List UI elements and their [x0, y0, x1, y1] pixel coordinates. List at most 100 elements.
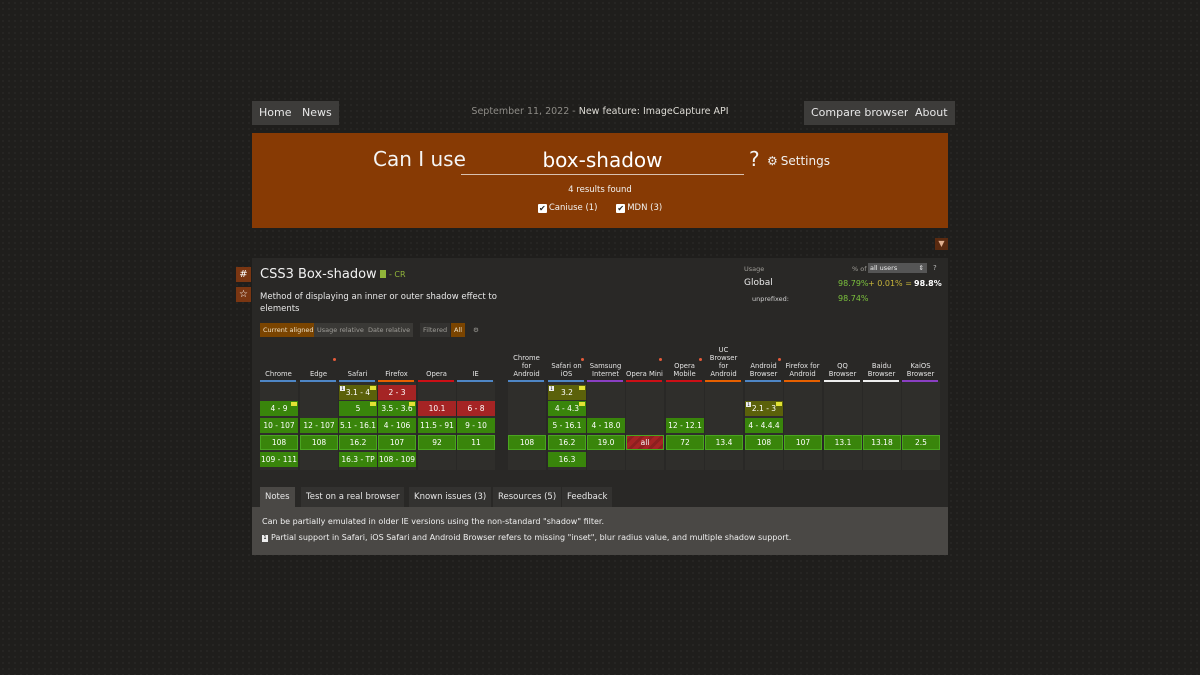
feature-description: Method of displaying an inner or outer s… [260, 292, 497, 314]
version-cell[interactable]: 107 [378, 435, 416, 450]
settings-button[interactable]: ⚙ Settings [767, 154, 830, 168]
notes-panel: Can be partially emulated in older IE ve… [252, 507, 948, 555]
caniuse-checkbox[interactable]: ✔ Caniuse (1) [537, 203, 598, 213]
version-cell[interactable]: 6 - 8 [457, 401, 495, 416]
version-cell[interactable]: 3.2 1 [548, 385, 586, 400]
version-cell[interactable]: 4 - 18.0 [587, 418, 625, 433]
version-cell[interactable]: 9 - 10 [457, 418, 495, 433]
version-cell[interactable]: 11 [457, 435, 495, 450]
version-label: 4 - 18.0 [591, 421, 621, 430]
version-cell[interactable]: 13.1 [824, 435, 862, 450]
browser-color-bar [666, 380, 702, 382]
users-select-value: all users [870, 264, 898, 272]
version-label: 13.4 [715, 438, 733, 447]
version-label: 16.2 [558, 438, 576, 447]
browser-column-bg [902, 381, 940, 470]
version-cell[interactable]: 10.1 [418, 401, 456, 416]
version-cell[interactable]: 12 - 12.1 [666, 418, 704, 433]
global-equals: = [905, 279, 912, 288]
browser-color-bar [824, 380, 860, 382]
version-cell[interactable]: 13.18 [863, 435, 901, 450]
version-label: 16.3 - TP [341, 455, 375, 464]
version-cell[interactable]: 16.3 - TP [339, 452, 377, 467]
permalink-hash-icon[interactable]: # [236, 267, 251, 282]
tab-feedback[interactable]: Feedback [562, 487, 613, 507]
version-cell[interactable]: 3.5 - 3.6 [378, 401, 416, 416]
version-label: 107 [389, 438, 405, 447]
version-cell[interactable]: 2.5 [902, 435, 940, 450]
version-cell[interactable]: 108 [300, 435, 338, 450]
prefix-marker-icon [579, 402, 585, 406]
unprefixed-value: 98.74% [838, 294, 869, 303]
announcement-link[interactable]: New feature: ImageCapture API [578, 106, 729, 117]
gear-icon[interactable]: ⚙ [473, 326, 479, 334]
version-cell[interactable]: 5 - 16.1 [548, 418, 586, 433]
version-cell[interactable]: 4 - 106 [378, 418, 416, 433]
version-cell[interactable]: 19.0 [587, 435, 625, 450]
version-cell[interactable]: 92 [418, 435, 456, 450]
version-cell[interactable]: 108 - 109 [378, 452, 416, 467]
version-cell[interactable]: 108 [260, 435, 298, 450]
about-link[interactable]: About [908, 101, 955, 125]
browser-header-firefox-for-android: Firefox for Android [785, 362, 820, 378]
feature-title[interactable]: CSS3 Box-shadow [260, 267, 377, 282]
tab-test-real-browser[interactable]: Test on a real browser [301, 487, 405, 507]
compare-browsers-link[interactable]: Compare browsers [804, 101, 922, 125]
note-marker-icon: 1 [746, 402, 751, 407]
version-cell[interactable]: 107 [784, 435, 822, 450]
version-cell[interactable]: 108 [508, 435, 546, 450]
tab-notes[interactable]: Notes [260, 487, 295, 507]
version-label: 2 - 3 [388, 388, 406, 397]
version-cell[interactable]: 16.2 [339, 435, 377, 450]
version-cell[interactable]: 4 - 9 [260, 401, 298, 416]
version-cell[interactable]: 5 [339, 401, 377, 416]
version-cell[interactable]: 16.3 [548, 452, 586, 467]
favorite-star-icon[interactable]: ☆ [236, 287, 251, 302]
tab-resources[interactable]: Resources (5) [493, 487, 562, 507]
mdn-checkbox[interactable]: ✔ MDN (3) [616, 203, 662, 213]
version-cell[interactable]: 13.4 [705, 435, 743, 450]
version-label: 4 - 4.3 [554, 404, 580, 413]
result-filters: ✔ Caniuse (1) ✔ MDN (3) [252, 203, 948, 214]
tab-usage-relative[interactable]: Usage relative [314, 323, 367, 337]
top-nav: Home News September 11, 2022 - New featu… [252, 101, 955, 125]
version-cell[interactable]: 5.1 - 16.1 [339, 418, 377, 433]
browser-flag-icon [699, 358, 702, 361]
news-link[interactable]: News [295, 101, 339, 125]
version-cell[interactable]: 10 - 107 [260, 418, 298, 433]
tab-date-relative[interactable]: Date relative [365, 323, 414, 337]
version-cell[interactable]: 2 - 3 [378, 385, 416, 400]
filter-funnel-icon[interactable]: ▼ [935, 238, 948, 250]
version-cell[interactable]: 16.2 [548, 435, 586, 450]
search-input[interactable] [461, 145, 744, 175]
version-cell[interactable]: 4 - 4.3 [548, 401, 586, 416]
browser-color-bar [339, 380, 375, 382]
home-link[interactable]: Home [252, 101, 299, 125]
browser-color-bar [260, 380, 296, 382]
browser-header-android-browser: Android Browser [749, 362, 778, 378]
version-label: 13.18 [871, 438, 893, 447]
note-marker-icon: 1 [549, 386, 554, 391]
version-cell[interactable]: 108 [745, 435, 783, 450]
version-cell[interactable]: 109 - 111 [260, 452, 298, 467]
browser-header-chrome: Chrome [265, 370, 292, 378]
spec-status[interactable]: - CR [380, 270, 406, 279]
users-select[interactable]: all users ⇕ [868, 263, 927, 273]
version-cell[interactable]: 4 - 4.4.4 [745, 418, 783, 433]
browser-header-opera-mobile: Opera Mobile [673, 362, 696, 378]
tab-current-aligned[interactable]: Current aligned [260, 323, 317, 337]
tab-known-issues[interactable]: Known issues (3) [409, 487, 492, 507]
version-cell[interactable]: 11.5 - 91 [418, 418, 456, 433]
version-label: 12 - 12.1 [668, 421, 702, 430]
announcement-date: September 11, 2022 [471, 106, 570, 117]
filtered-all-button[interactable]: All [451, 323, 466, 337]
version-cell[interactable]: 72 [666, 435, 704, 450]
version-cell[interactable]: 12 - 107 [300, 418, 338, 433]
version-cell[interactable]: all [626, 435, 664, 450]
browser-color-bar [784, 380, 820, 382]
prefix-marker-icon [370, 402, 376, 406]
browser-header-safari: Safari [347, 370, 368, 378]
usage-help-icon[interactable]: ? [933, 264, 937, 272]
